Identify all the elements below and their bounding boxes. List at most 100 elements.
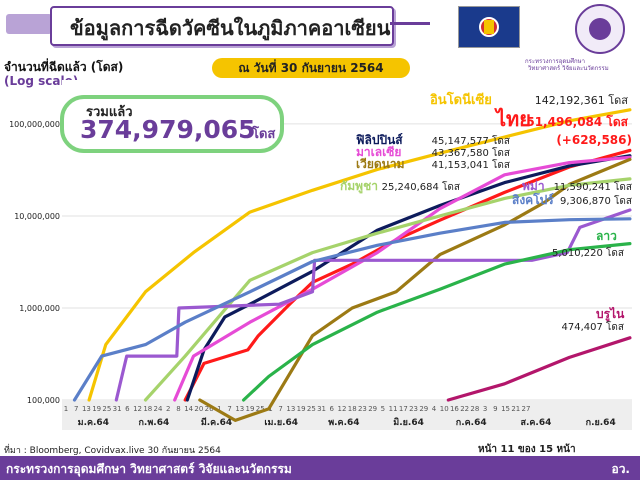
x-tick-label: 28	[470, 405, 479, 413]
x-tick-label: 13	[82, 405, 91, 413]
x-tick-label: 13	[235, 405, 244, 413]
series-value-label: 51,496,084 โดส	[526, 114, 628, 129]
syringe-icon	[6, 14, 52, 34]
x-tick-label: 25	[307, 405, 316, 413]
x-tick-label: 31	[113, 405, 122, 413]
series-line	[143, 177, 632, 402]
total-unit: โดส	[252, 127, 276, 142]
ministry-logo	[575, 4, 625, 54]
x-tick-label: 17	[399, 405, 408, 413]
series-label: บรูไน	[596, 306, 625, 322]
series-label: อินโดนีเซีย	[430, 91, 492, 108]
logo-text-line2: วิทยาศาสตร์ วิจัยและนวัตกรรม	[528, 65, 609, 72]
series-label: กัมพูชา	[340, 179, 378, 194]
x-month-label: ส.ค.64	[521, 418, 552, 428]
total-value: 374,979,065	[80, 115, 256, 144]
y-tick-label: 100,000,000	[9, 120, 60, 129]
x-month-label: ม.ค.64	[78, 418, 109, 428]
chart-subtitle: จำนวนที่ฉีดแล้ว (โดส)	[4, 60, 124, 74]
footer-source: ที่มา : Bloomberg, Covidvax.live 30 กันย…	[4, 446, 221, 456]
y-tick-label: 100,000	[27, 396, 60, 405]
x-tick-label: 6	[125, 405, 130, 413]
x-tick-label: 29	[368, 405, 377, 413]
page-title: ข้อมูลการฉีดวัคซีนในภูมิภาคอาเซียน	[70, 16, 391, 40]
x-month-label: ก.พ.64	[138, 418, 169, 428]
series-label: พม่า	[522, 179, 545, 193]
series-label: ไทย	[494, 107, 531, 131]
scale-note: (Log scale)	[4, 74, 79, 88]
x-tick-label: 10	[440, 405, 449, 413]
x-tick-label: 1	[64, 405, 68, 413]
series-line	[185, 154, 632, 402]
series-line	[173, 155, 632, 402]
total-label: รวมแล้ว	[86, 105, 133, 120]
x-tick-label: 6	[330, 405, 335, 413]
x-month-label: มี.ค.64	[201, 417, 232, 428]
series-line	[87, 108, 632, 402]
series-label: เวียดนาม	[356, 157, 405, 171]
footer-org: กระทรวงการอุดมศึกษา วิทยาศาสตร์ วิจัยและ…	[6, 462, 292, 476]
series-value-label: 142,192,361 โดส	[535, 93, 629, 107]
x-tick-label: 22	[460, 405, 469, 413]
series-value-label: 41,153,041 โดส	[432, 158, 510, 171]
x-tick-label: 25	[102, 405, 111, 413]
x-tick-label: 23	[358, 405, 367, 413]
x-tick-label: 31	[317, 405, 326, 413]
x-month-label: พ.ค.64	[328, 418, 359, 428]
x-tick-label: 15	[501, 405, 510, 413]
x-tick-label: 2	[166, 405, 170, 413]
series-label: ลาว	[596, 229, 617, 243]
x-tick-label: 3	[483, 405, 487, 413]
series-label: ฟิลิปปินส์	[356, 133, 403, 147]
total-box: รวมแล้ว 374,979,065 โดส	[60, 95, 284, 153]
series-value-label: 9,306,870 โดส	[560, 194, 632, 207]
x-month-label: ก.ค.64	[456, 418, 487, 428]
x-month-label: เม.ย.64	[264, 418, 298, 428]
series-value-label: 11,590,241 โดส	[554, 180, 632, 193]
date-badge: ณ วันที่ 30 กันยายน 2564	[212, 58, 410, 78]
x-tick-label: 20	[194, 405, 203, 413]
x-tick-label: 1	[217, 405, 221, 413]
series-value-label: 5,010,220 โดส	[552, 246, 624, 259]
x-tick-label: 29	[419, 405, 428, 413]
x-axis-band	[62, 400, 632, 430]
x-tick-label: 21	[511, 405, 520, 413]
series-value-label: 45,147,577 โดส	[432, 134, 510, 147]
asean-flag-icon	[458, 6, 520, 48]
x-month-label: ก.ย.64	[586, 418, 616, 428]
x-tick-label: 19	[246, 405, 255, 413]
x-tick-label: 4	[432, 405, 437, 413]
x-tick-label: 7	[278, 405, 282, 413]
syringe-needle-icon	[390, 22, 430, 25]
x-tick-label: 5	[381, 405, 385, 413]
x-tick-label: 12	[133, 405, 142, 413]
x-tick-label: 25	[256, 405, 265, 413]
x-tick-label: 9	[493, 405, 497, 413]
x-tick-label: 7	[227, 405, 231, 413]
header: ข้อมูลการฉีดวัคซีนในภูมิภาคอาเซียน กระทร…	[0, 0, 640, 72]
x-tick-label: 24	[154, 405, 163, 413]
x-tick-label: 16	[450, 405, 459, 413]
x-tick-label: 7	[74, 405, 78, 413]
asean-emblem-rice	[484, 20, 494, 34]
series-line	[198, 157, 632, 422]
x-tick-label: 18	[143, 405, 152, 413]
series-label: สิงคโปร์	[512, 192, 554, 207]
series-line	[72, 217, 632, 402]
x-tick-label: 26	[205, 405, 214, 413]
x-tick-label: 13	[286, 405, 295, 413]
series-extra-label: (+628,586)	[556, 133, 632, 147]
y-tick-label: 10,000,000	[14, 212, 60, 221]
x-tick-label: 12	[338, 405, 347, 413]
series-line	[183, 148, 632, 402]
logo-text-line1: กระทรวงการอุดมศึกษา	[525, 58, 585, 65]
x-tick-label: 19	[297, 405, 306, 413]
footer-bar: กระทรวงการอุดมศึกษา วิทยาศาสตร์ วิจัยและ…	[0, 456, 640, 480]
x-tick-label: 18	[348, 405, 357, 413]
title-banner	[50, 6, 394, 46]
series-value-label: 43,367,580 โดส	[432, 146, 510, 159]
series-value-label: 25,240,684 โดส	[382, 180, 460, 193]
footer-abbr: อว.	[611, 462, 630, 476]
series-label: มาเลเซีย	[356, 145, 401, 159]
